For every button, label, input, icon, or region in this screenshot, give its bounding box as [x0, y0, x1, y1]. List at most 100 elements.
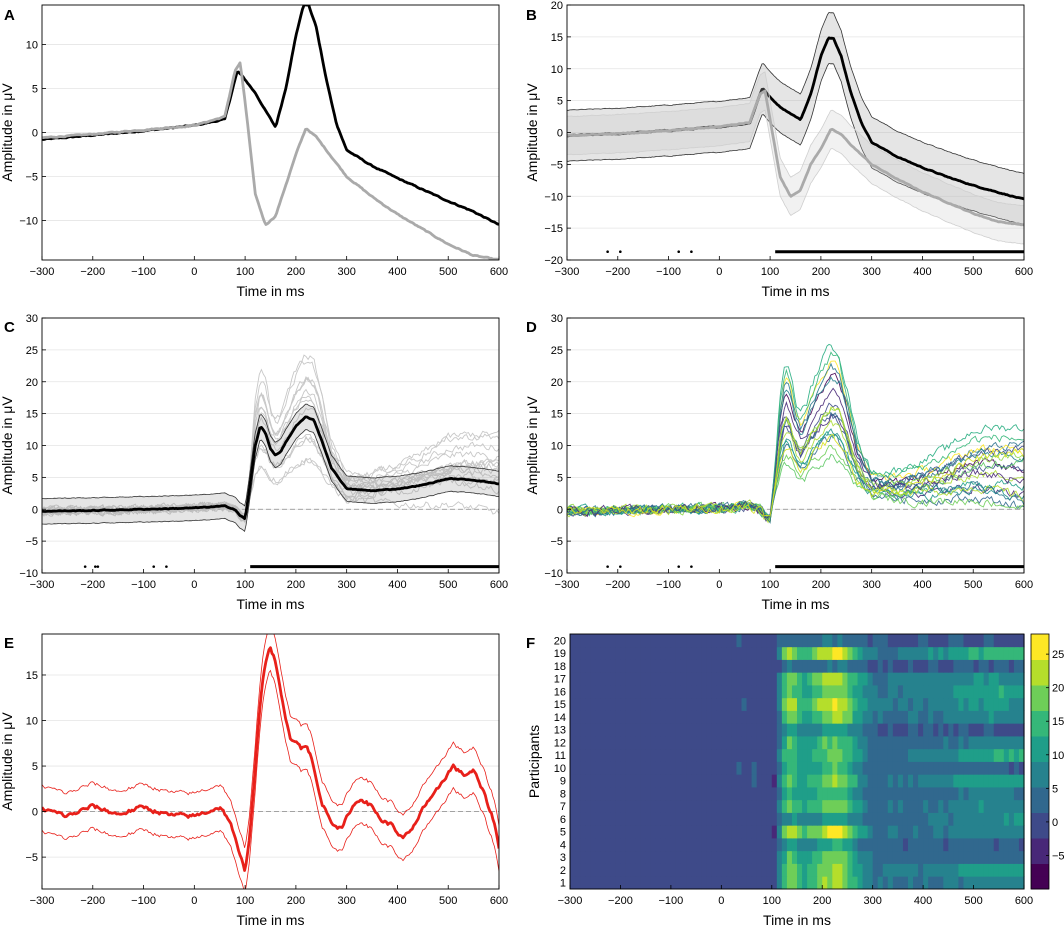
x-tick-label: 0	[191, 266, 197, 278]
heatmap-cell	[963, 697, 970, 711]
heatmap-cell	[978, 710, 985, 724]
heatmap-cell	[721, 850, 727, 864]
heatmap-cell	[953, 685, 960, 699]
heatmap-cell	[837, 748, 843, 762]
plot-content	[42, 5, 499, 260]
heatmap-cell	[902, 876, 909, 890]
heatmap-cell	[832, 799, 838, 813]
heatmap-cell	[736, 799, 743, 813]
heatmap-cell	[902, 761, 909, 775]
heatmap-cell	[640, 685, 647, 699]
y-tick-label: −5	[25, 536, 38, 548]
y-axis-label: Amplitude in μV	[0, 712, 15, 811]
heatmap-cell	[882, 723, 889, 737]
heatmap-cell	[1013, 685, 1020, 699]
heatmap-cell	[882, 736, 889, 750]
heatmap-cell	[907, 634, 914, 648]
x-tick-label: 100	[763, 895, 781, 907]
heatmap-cell	[630, 774, 637, 788]
heatmap-cell	[736, 812, 743, 826]
heatmap-cell	[655, 850, 662, 864]
heatmap-cell	[902, 672, 909, 686]
heatmap-cell	[872, 787, 879, 801]
heatmap-cell	[847, 723, 854, 737]
heatmap-cell	[1008, 710, 1015, 724]
heatmap-cell	[953, 659, 960, 673]
heatmap-cell	[696, 634, 702, 648]
heatmap-cell	[771, 723, 778, 737]
heatmap-cell	[913, 787, 919, 801]
heatmap-cell	[751, 697, 758, 711]
heatmap-cell	[1008, 723, 1015, 737]
heatmap-cell	[580, 825, 586, 839]
heatmap-cell	[615, 863, 622, 877]
heatmap-cell	[998, 723, 1005, 737]
series-line-black	[42, 415, 499, 520]
heatmap-cell	[645, 774, 652, 788]
heatmap-cell	[998, 634, 1005, 648]
heatmap-cell	[812, 748, 818, 762]
heatmap-cell	[696, 787, 702, 801]
heatmap-cell	[585, 850, 591, 864]
heatmap-cell	[650, 863, 657, 877]
heatmap-cell	[802, 634, 808, 648]
heatmap-cell	[887, 634, 894, 648]
heatmap-cell	[736, 787, 743, 801]
heatmap-cell	[585, 761, 591, 775]
heatmap-cell	[630, 812, 637, 826]
heatmap-cell	[605, 646, 611, 660]
heatmap-cell	[837, 761, 843, 775]
heatmap-cell	[913, 646, 919, 660]
heatmap-cell	[1008, 825, 1015, 839]
heatmap-cell	[988, 646, 995, 660]
heatmap-cell	[907, 646, 914, 660]
heatmap-cell	[670, 863, 677, 877]
panel-f: −300 −200 −100 0 100 200 300 400 500 600123456789…	[526, 633, 1064, 928]
colorbar-segment	[1031, 795, 1049, 801]
colorbar-segment	[1031, 880, 1049, 886]
heatmap-cell	[741, 787, 748, 801]
heatmap-cell	[691, 799, 697, 813]
y-axis-label: Amplitude in μV	[524, 83, 540, 182]
heatmap-cell	[918, 646, 924, 660]
heatmap-cell	[867, 736, 874, 750]
heatmap-cell	[746, 736, 753, 750]
heatmap-cell	[711, 774, 717, 788]
x-tick-label: 200	[812, 266, 830, 278]
heatmap-cell	[686, 838, 692, 852]
heatmap-cell	[918, 697, 924, 711]
heatmap-cell	[907, 761, 914, 775]
heatmap-cell	[882, 646, 889, 660]
heatmap-cell	[751, 850, 758, 864]
heatmap-cell	[953, 761, 960, 775]
colorbar-segment	[1031, 714, 1049, 720]
heatmap-cell	[998, 736, 1005, 750]
heatmap-cell	[988, 723, 995, 737]
heatmap-cell	[736, 761, 743, 775]
heatmap-cell	[736, 672, 743, 686]
y-axis-label: Participants	[526, 725, 542, 798]
heatmap-cell	[887, 672, 894, 686]
heatmap-cell	[847, 710, 854, 724]
heatmap-cell	[923, 685, 929, 699]
row-label: 1	[560, 878, 566, 890]
heatmap-cell	[993, 634, 1000, 648]
heatmap-cell	[938, 646, 944, 660]
heatmap-cell	[882, 672, 889, 686]
heatmap-cell	[650, 838, 657, 852]
heatmap-cell	[640, 761, 647, 775]
significance-dot	[165, 565, 168, 568]
x-tick-label: 500	[964, 895, 982, 907]
heatmap-cell	[766, 634, 773, 648]
y-tick-label: 30	[26, 313, 38, 325]
heatmap-cell	[862, 787, 869, 801]
heatmap-cell	[691, 697, 697, 711]
heatmap-cell	[1018, 761, 1025, 775]
heatmap-cell	[872, 685, 879, 699]
heatmap-cell	[766, 697, 773, 711]
heatmap-cell	[807, 799, 813, 813]
heatmap-cell	[665, 710, 672, 724]
heatmap-cell	[711, 672, 717, 686]
heatmap-cell	[580, 787, 586, 801]
heatmap-cell	[691, 838, 697, 852]
